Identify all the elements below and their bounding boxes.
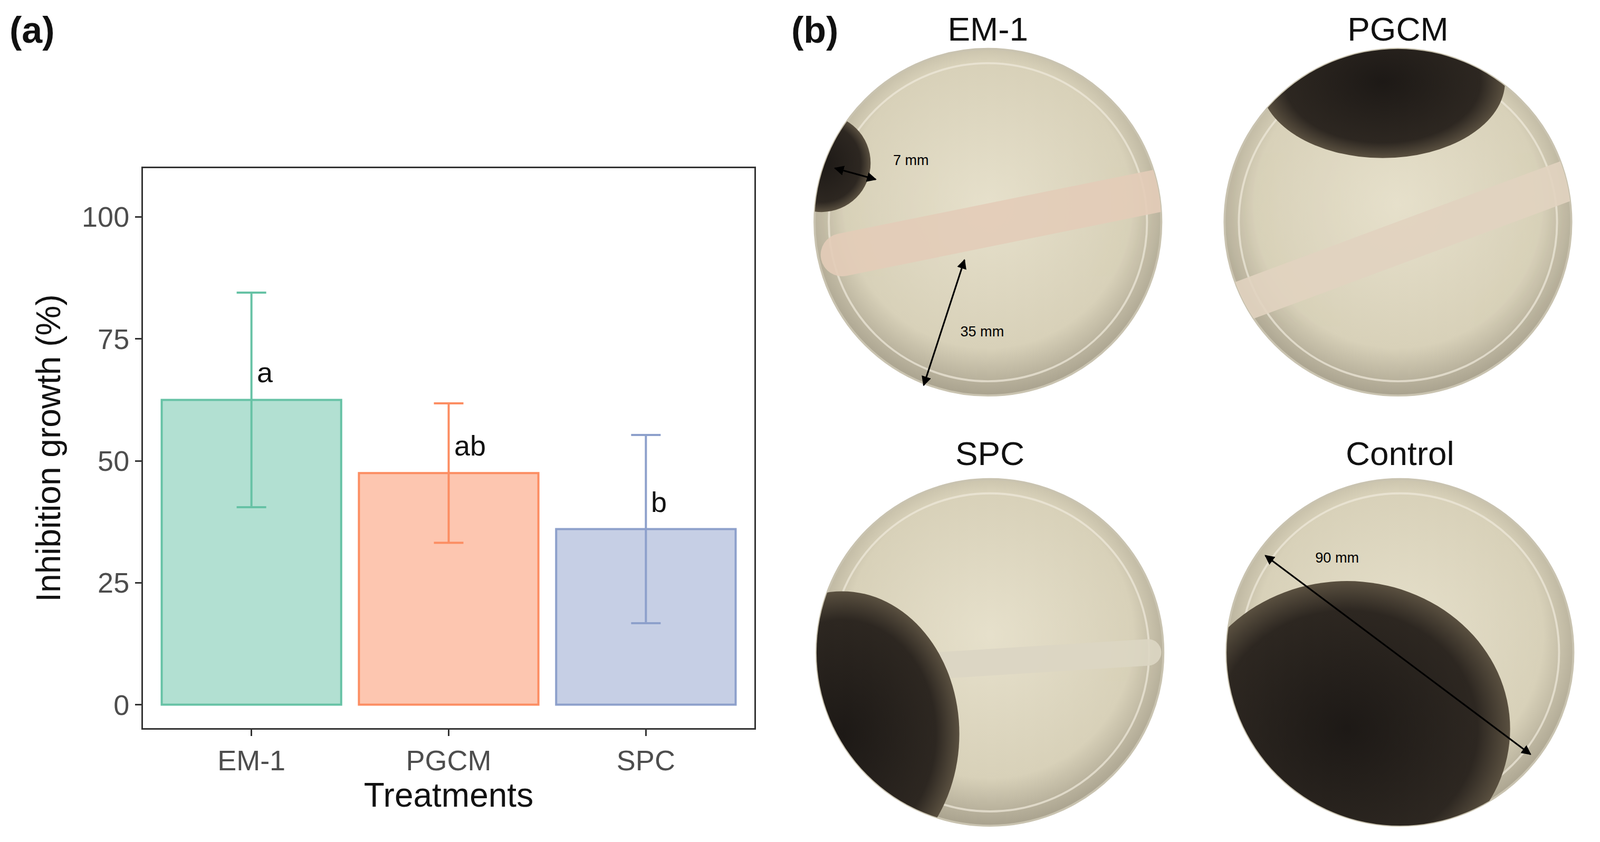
svg-text:Inhibition growth (%): Inhibition growth (%) xyxy=(29,294,68,602)
svg-text:EM-1: EM-1 xyxy=(947,10,1029,49)
svg-text:SPC: SPC xyxy=(955,434,1025,473)
svg-text:50: 50 xyxy=(97,445,130,477)
svg-text:35 mm: 35 mm xyxy=(960,323,1005,340)
svg-text:ab: ab xyxy=(454,429,486,462)
svg-text:0: 0 xyxy=(113,689,130,722)
svg-text:PGCM: PGCM xyxy=(406,744,492,777)
svg-text:a: a xyxy=(256,356,274,389)
svg-text:7 mm: 7 mm xyxy=(893,152,929,169)
svg-text:100: 100 xyxy=(81,200,130,233)
svg-text:SPC: SPC xyxy=(616,744,676,777)
svg-text:b: b xyxy=(650,486,667,519)
svg-text:PGCM: PGCM xyxy=(1347,10,1449,49)
html-text:(a): (a) xyxy=(9,9,55,51)
svg-text:25: 25 xyxy=(97,567,130,599)
svg-text:Control: Control xyxy=(1345,434,1455,473)
svg-text:75: 75 xyxy=(97,323,130,356)
svg-text:Treatments: Treatments xyxy=(363,776,534,815)
svg-text:EM-1: EM-1 xyxy=(217,744,286,777)
svg-text:90 mm: 90 mm xyxy=(1315,550,1359,567)
html-text:(b): (b) xyxy=(791,9,839,51)
